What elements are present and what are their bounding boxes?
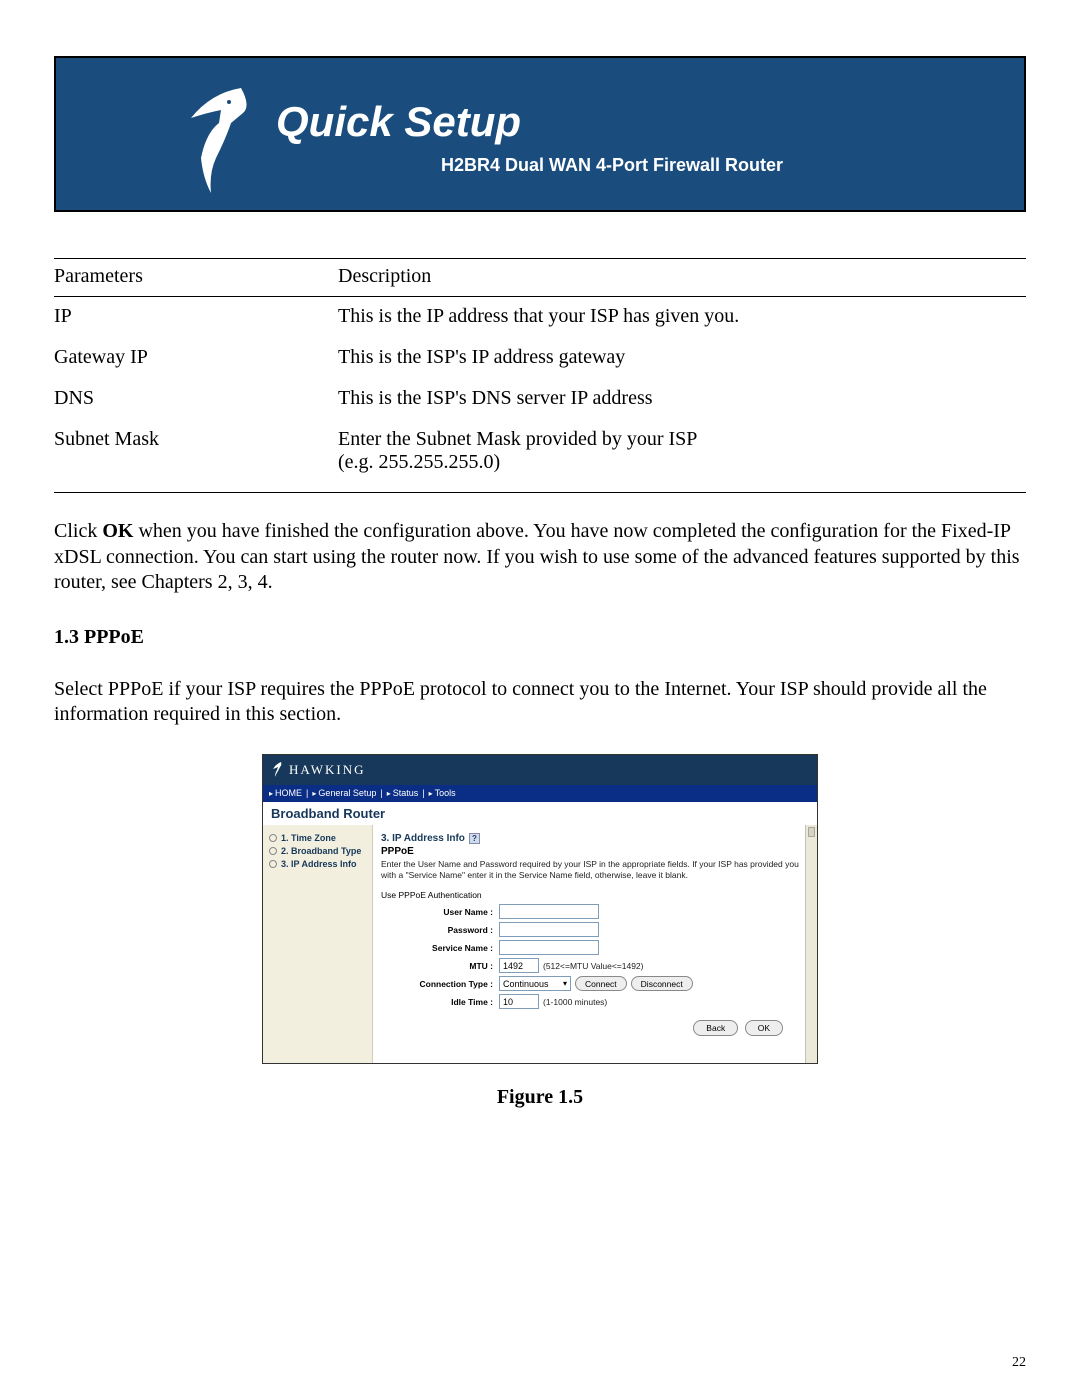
nav-general-setup[interactable]: General Setup (312, 788, 376, 798)
pppoe-paragraph: Select PPPoE if your ISP requires the PP… (54, 677, 1026, 728)
nav-status[interactable]: Status (387, 788, 419, 798)
text: Click (54, 520, 102, 542)
param-desc: This is the ISP's DNS server IP address (338, 387, 1026, 410)
instruction-paragraph: Click OK when you have finished the conf… (54, 519, 1026, 596)
figure-label: Figure 1.5 (54, 1086, 1026, 1109)
header-description: Description (338, 265, 1026, 288)
banner-subtitle: H2BR4 Dual WAN 4-Port Firewall Router (441, 155, 783, 176)
label-servicename: Service Name : (381, 943, 499, 953)
router-main: 3. IP Address Info ? PPPoE Enter the Use… (373, 825, 817, 1063)
router-body: 1. Time Zone 2. Broadband Type 3. IP Add… (263, 825, 817, 1063)
auth-label: Use PPPoE Authentication (381, 890, 801, 900)
disconnect-button[interactable]: Disconnect (631, 976, 693, 991)
nav-sep: | (380, 788, 382, 798)
main-description: Enter the User Name and Password require… (381, 859, 801, 880)
select-value: Continuous (503, 979, 549, 989)
table-row: Gateway IP This is the ISP's IP address … (54, 338, 1026, 379)
router-topbar: HAWKING (263, 755, 817, 785)
sidebar-item-broadband[interactable]: 2. Broadband Type (269, 846, 366, 856)
param-name: DNS (54, 387, 338, 410)
main-title-text: 3. IP Address Info (381, 833, 465, 844)
param-desc: This is the IP address that your ISP has… (338, 305, 1026, 328)
text: when you have finished the configuration… (54, 520, 1020, 593)
nav-home[interactable]: HOME (269, 788, 302, 798)
select-conntype[interactable]: Continuous ▾ (499, 976, 571, 991)
label-username: User Name : (381, 907, 499, 917)
row-servicename: Service Name : (381, 940, 801, 955)
row-password: Password : (381, 922, 801, 937)
router-nav: HOME | General Setup | Status | Tools (263, 785, 817, 802)
sidebar-label: 1. Time Zone (281, 833, 336, 843)
row-username: User Name : (381, 904, 801, 919)
sidebar-item-ipaddress[interactable]: 3. IP Address Info (269, 859, 366, 869)
input-password[interactable] (499, 922, 599, 937)
scroll-thumb-icon (808, 827, 815, 837)
table-row: DNS This is the ISP's DNS server IP addr… (54, 379, 1026, 420)
page-number: 22 (1012, 1355, 1026, 1371)
label-conntype: Connection Type : (381, 979, 499, 989)
input-mtu[interactable] (499, 958, 539, 973)
label-password: Password : (381, 925, 499, 935)
param-desc: This is the ISP's IP address gateway (338, 346, 1026, 369)
table-row: Subnet Mask Enter the Subnet Mask provid… (54, 420, 1026, 492)
row-mtu: MTU : (512<=MTU Value<=1492) (381, 958, 801, 973)
param-desc: Enter the Subnet Mask provided by your I… (338, 428, 1026, 474)
param-name: IP (54, 305, 338, 328)
ok-bold: OK (102, 520, 133, 542)
scrollbar[interactable] (805, 825, 817, 1063)
param-name: Subnet Mask (54, 428, 338, 474)
label-mtu: MTU : (381, 961, 499, 971)
router-heading: Broadband Router (263, 802, 817, 825)
parameters-table: Parameters Description IP This is the IP… (54, 258, 1026, 493)
radio-icon (269, 860, 277, 868)
router-brand: HAWKING (289, 762, 366, 778)
quick-setup-banner: Quick Setup H2BR4 Dual WAN 4-Port Firewa… (54, 56, 1026, 212)
ok-button[interactable]: OK (745, 1020, 783, 1036)
main-subtitle: PPPoE (381, 846, 801, 857)
sidebar-item-timezone[interactable]: 1. Time Zone (269, 833, 366, 843)
section-heading: 1.3 PPPoE (54, 626, 1026, 649)
banner-title: Quick Setup (276, 98, 521, 146)
router-ui-screenshot: HAWKING HOME | General Setup | Status | … (262, 754, 818, 1064)
router-footer: Back OK (381, 1012, 801, 1046)
table-header-row: Parameters Description (54, 259, 1026, 297)
nav-sep: | (422, 788, 424, 798)
header-parameters: Parameters (54, 265, 338, 288)
row-conntype: Connection Type : Continuous ▾ Connect D… (381, 976, 801, 991)
connect-button[interactable]: Connect (575, 976, 627, 991)
hawk-logo-icon (171, 78, 271, 198)
table-row: IP This is the IP address that your ISP … (54, 297, 1026, 338)
main-title: 3. IP Address Info ? (381, 833, 801, 844)
input-username[interactable] (499, 904, 599, 919)
hawking-logo-icon (271, 761, 285, 779)
radio-icon (269, 834, 277, 842)
help-icon[interactable]: ? (469, 833, 480, 844)
input-idletime[interactable] (499, 994, 539, 1009)
param-name: Gateway IP (54, 346, 338, 369)
row-idletime: Idle Time : (1-1000 minutes) (381, 994, 801, 1009)
note-idletime: (1-1000 minutes) (543, 997, 607, 1007)
label-idletime: Idle Time : (381, 997, 499, 1007)
nav-sep: | (306, 788, 308, 798)
sidebar-label: 2. Broadband Type (281, 846, 361, 856)
chevron-down-icon: ▾ (563, 979, 567, 988)
router-sidebar: 1. Time Zone 2. Broadband Type 3. IP Add… (263, 825, 373, 1063)
input-servicename[interactable] (499, 940, 599, 955)
back-button[interactable]: Back (693, 1020, 738, 1036)
nav-tools[interactable]: Tools (429, 788, 456, 798)
sidebar-label: 3. IP Address Info (281, 859, 357, 869)
radio-icon (269, 847, 277, 855)
note-mtu: (512<=MTU Value<=1492) (543, 961, 644, 971)
